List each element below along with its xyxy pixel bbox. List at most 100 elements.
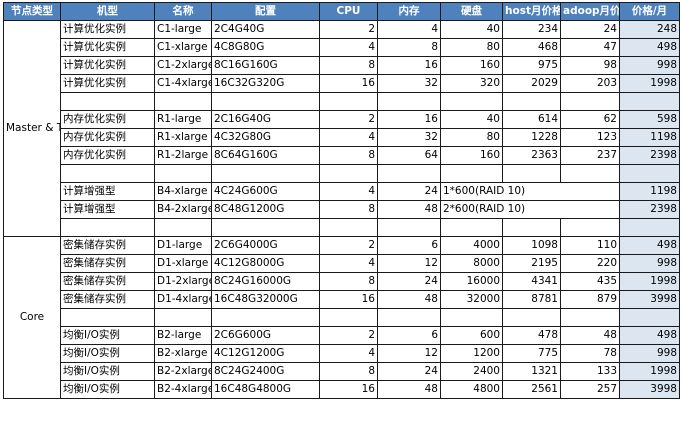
empty-cell[interactable] <box>377 164 441 183</box>
cell-memory[interactable]: 48 <box>377 290 441 309</box>
cell-type[interactable]: 计算增强型 <box>60 200 155 219</box>
cell-hadoop-price[interactable]: 62 <box>560 110 620 129</box>
cell-monthly-price[interactable]: 2398 <box>619 200 680 219</box>
cell-hadoop-price[interactable]: 203 <box>560 74 620 93</box>
cell-config[interactable]: 4C12G1200G <box>211 344 320 363</box>
empty-cell[interactable] <box>440 164 503 183</box>
cell-cpu[interactable]: 4 <box>319 254 378 273</box>
empty-cell[interactable] <box>154 164 212 183</box>
cell-type[interactable]: 均衡I/O实例 <box>60 380 155 399</box>
cell-config[interactable]: 2C16G40G <box>211 110 320 129</box>
cell-memory[interactable]: 24 <box>377 272 441 291</box>
cell-hadoop-price[interactable]: 257 <box>560 380 620 399</box>
cell-name[interactable]: B4-xlarge <box>154 182 212 201</box>
header-disk[interactable]: 硬盘 <box>440 2 503 21</box>
cell-hadoop-price[interactable]: 123 <box>560 128 620 147</box>
cell-host-price[interactable]: 1321 <box>502 362 561 381</box>
cell-monthly-price[interactable]: 3998 <box>619 290 680 309</box>
cell-config[interactable]: 8C16G160G <box>211 56 320 75</box>
cell-config[interactable]: 16C32G320G <box>211 74 320 93</box>
cell-memory[interactable]: 8 <box>377 38 441 57</box>
cell-disk[interactable]: 40 <box>440 110 503 129</box>
empty-cell[interactable] <box>154 308 212 327</box>
cell-host-price[interactable]: 1098 <box>502 236 561 255</box>
cell-monthly-price[interactable]: 1998 <box>619 362 680 381</box>
header-monthly-price[interactable]: 价格/月 <box>619 2 680 21</box>
cell-cpu[interactable]: 4 <box>319 38 378 57</box>
cell-hadoop-price[interactable]: 47 <box>560 38 620 57</box>
cell-disk[interactable]: 2400 <box>440 362 503 381</box>
cell-config[interactable]: 2C6G4000G <box>211 236 320 255</box>
empty-cell[interactable] <box>440 308 503 327</box>
cell-type[interactable]: 均衡I/O实例 <box>60 326 155 345</box>
cell-memory[interactable]: 4 <box>377 20 441 39</box>
cell-name[interactable]: B2-large <box>154 326 212 345</box>
empty-cell[interactable] <box>211 308 320 327</box>
cell-cpu[interactable]: 2 <box>319 110 378 129</box>
cell-memory[interactable]: 12 <box>377 254 441 273</box>
empty-cell[interactable] <box>560 218 620 237</box>
cell-name[interactable]: R1-large <box>154 110 212 129</box>
cell-type[interactable]: 均衡I/O实例 <box>60 362 155 381</box>
empty-cell[interactable] <box>154 218 212 237</box>
cell-name[interactable]: C1-2xlarge <box>154 56 212 75</box>
cell-config[interactable]: 16C48G32000G <box>211 290 320 309</box>
cell-monthly-price[interactable]: 498 <box>619 326 680 345</box>
cell-monthly-price[interactable]: 998 <box>619 56 680 75</box>
cell-monthly-price[interactable]: 1198 <box>619 182 680 201</box>
cell-memory[interactable]: 16 <box>377 56 441 75</box>
cell-disk[interactable]: 4800 <box>440 380 503 399</box>
cell-hadoop-price[interactable]: 48 <box>560 326 620 345</box>
group-master-task[interactable]: Master & Task <box>3 20 61 237</box>
cell-type[interactable]: 计算优化实例 <box>60 74 155 93</box>
cell-cpu[interactable]: 8 <box>319 56 378 75</box>
empty-cell[interactable] <box>211 164 320 183</box>
empty-cell[interactable] <box>319 92 378 111</box>
cell-type[interactable]: 密集储存实例 <box>60 236 155 255</box>
cell-host-price[interactable]: 1228 <box>502 128 561 147</box>
group-core[interactable]: Core <box>3 236 61 399</box>
cell-host-price[interactable]: 468 <box>502 38 561 57</box>
cell-config[interactable]: 4C12G8000G <box>211 254 320 273</box>
cell-memory[interactable]: 48 <box>377 200 441 219</box>
cell-config[interactable]: 8C64G160G <box>211 146 320 165</box>
empty-cell[interactable] <box>560 164 620 183</box>
cell-disk[interactable]: 1*600(RAID 10) <box>440 182 620 201</box>
cell-cpu[interactable]: 2 <box>319 236 378 255</box>
cell-type[interactable]: 计算增强型 <box>60 182 155 201</box>
empty-price-cell[interactable] <box>619 218 680 237</box>
cell-hadoop-price[interactable]: 133 <box>560 362 620 381</box>
cell-config[interactable]: 2C4G40G <box>211 20 320 39</box>
cell-host-price[interactable]: 4341 <box>502 272 561 291</box>
header-name[interactable]: 名称 <box>154 2 212 21</box>
cell-type[interactable]: 均衡I/O实例 <box>60 344 155 363</box>
cell-host-price[interactable]: 775 <box>502 344 561 363</box>
header-node-type[interactable]: 节点类型 <box>3 2 61 21</box>
empty-cell[interactable] <box>211 218 320 237</box>
header-host-price[interactable]: host月价格 <box>502 2 561 21</box>
cell-hadoop-price[interactable]: 435 <box>560 272 620 291</box>
cell-memory[interactable]: 32 <box>377 74 441 93</box>
cell-disk[interactable]: 160 <box>440 146 503 165</box>
empty-cell[interactable] <box>560 308 620 327</box>
cell-name[interactable]: R1-2large <box>154 146 212 165</box>
empty-cell[interactable] <box>319 308 378 327</box>
cell-cpu[interactable]: 8 <box>319 362 378 381</box>
cell-type[interactable]: 计算优化实例 <box>60 56 155 75</box>
cell-type[interactable]: 密集储存实例 <box>60 272 155 291</box>
empty-cell[interactable] <box>319 218 378 237</box>
cell-hadoop-price[interactable]: 237 <box>560 146 620 165</box>
header-model[interactable]: 机型 <box>60 2 155 21</box>
cell-disk[interactable]: 8000 <box>440 254 503 273</box>
empty-cell[interactable] <box>319 164 378 183</box>
cell-config[interactable]: 4C8G80G <box>211 38 320 57</box>
cell-cpu[interactable]: 4 <box>319 182 378 201</box>
cell-disk[interactable]: 16000 <box>440 272 503 291</box>
cell-disk[interactable]: 40 <box>440 20 503 39</box>
cell-name[interactable]: B2-4xlarge <box>154 380 212 399</box>
header-config[interactable]: 配置 <box>211 2 320 21</box>
empty-cell[interactable] <box>440 92 503 111</box>
empty-cell[interactable] <box>60 164 155 183</box>
cell-disk[interactable]: 320 <box>440 74 503 93</box>
empty-price-cell[interactable] <box>619 164 680 183</box>
